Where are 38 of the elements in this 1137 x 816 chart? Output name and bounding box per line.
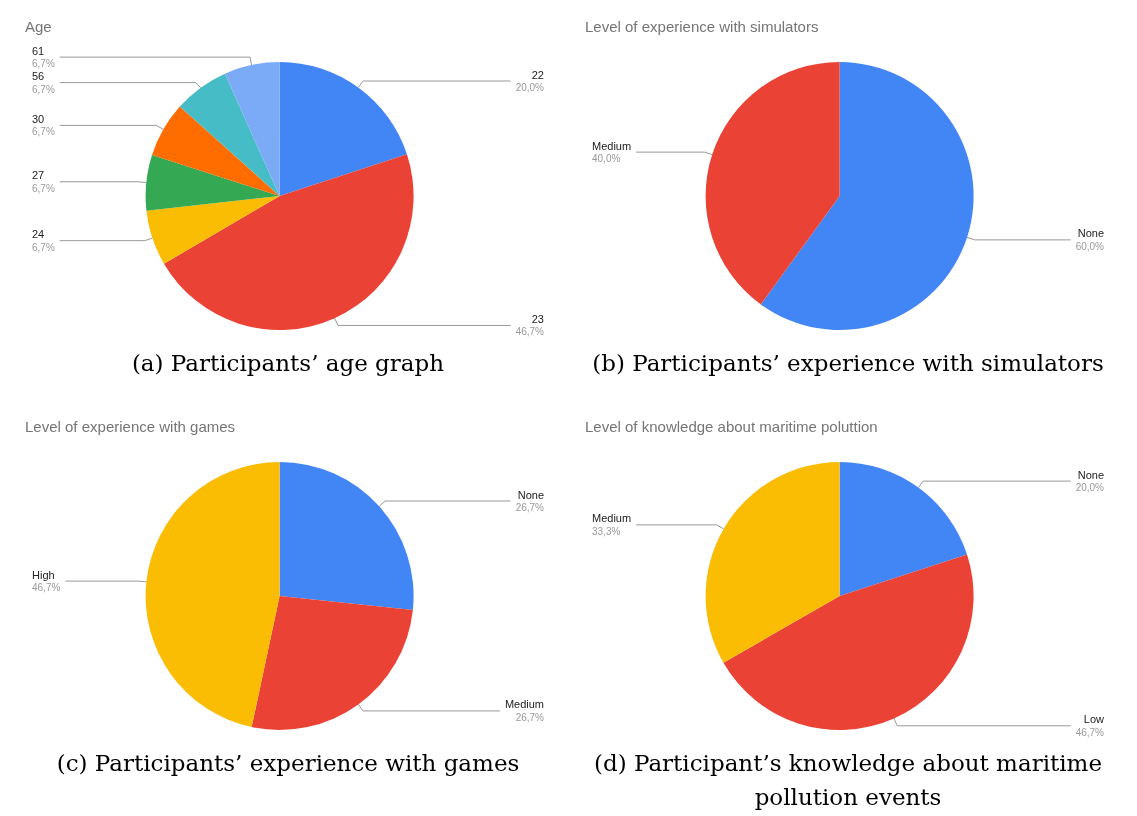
slice-label: 61 (32, 44, 45, 57)
text: (b) Participants’ experience with simulators (591, 349, 1105, 378)
data-label: 6,7% (32, 182, 55, 194)
data-label: 26,7% (515, 502, 545, 514)
slice-label: None (517, 488, 544, 501)
slice-label: None (1077, 468, 1104, 481)
slice-label: Medium (504, 698, 544, 711)
chart-title: Level of experience with simulators (585, 18, 819, 35)
slice-label: Medium (592, 512, 632, 525)
chart-title: Age (25, 18, 52, 35)
slice-label: 27 (32, 169, 45, 182)
data-label: 46,7% (32, 582, 61, 594)
data-label: 6,7% (32, 83, 55, 95)
slice-label: 22 (531, 68, 544, 81)
slice-label: High (32, 568, 55, 581)
text: (c) Participants’ experience with games (55, 749, 521, 778)
slice-label: Low (1083, 713, 1105, 726)
chart-title: Level of experience with games (25, 418, 236, 435)
data-label: 40,0% (592, 153, 621, 165)
chart-title: Level of knowledge about maritime poluttion (585, 418, 878, 435)
slice-label: 24 (32, 228, 45, 241)
data-label: 46,7% (1075, 726, 1105, 738)
data-label: 26,7% (515, 711, 545, 723)
slice-label: None (1077, 227, 1104, 240)
data-label: 33,3% (592, 525, 621, 537)
data-label: 20,0% (515, 82, 545, 94)
data-label: 20,0% (1075, 482, 1105, 494)
slice-label: 23 (531, 312, 544, 325)
slice-label: Medium (592, 139, 632, 152)
text: (d) Participant’s knowledge about maritime pollution events (592, 749, 1103, 812)
data-label: 46,7% (515, 326, 545, 338)
data-label: 6,7% (32, 241, 55, 253)
data-label: 60,0% (1075, 240, 1105, 252)
data-label: 6,7% (32, 58, 55, 70)
data-label: 6,7% (32, 126, 55, 138)
slice-label: 30 (32, 112, 45, 125)
slice-label: 56 (32, 70, 45, 83)
text: (a) Participants’ age graph (130, 349, 446, 378)
